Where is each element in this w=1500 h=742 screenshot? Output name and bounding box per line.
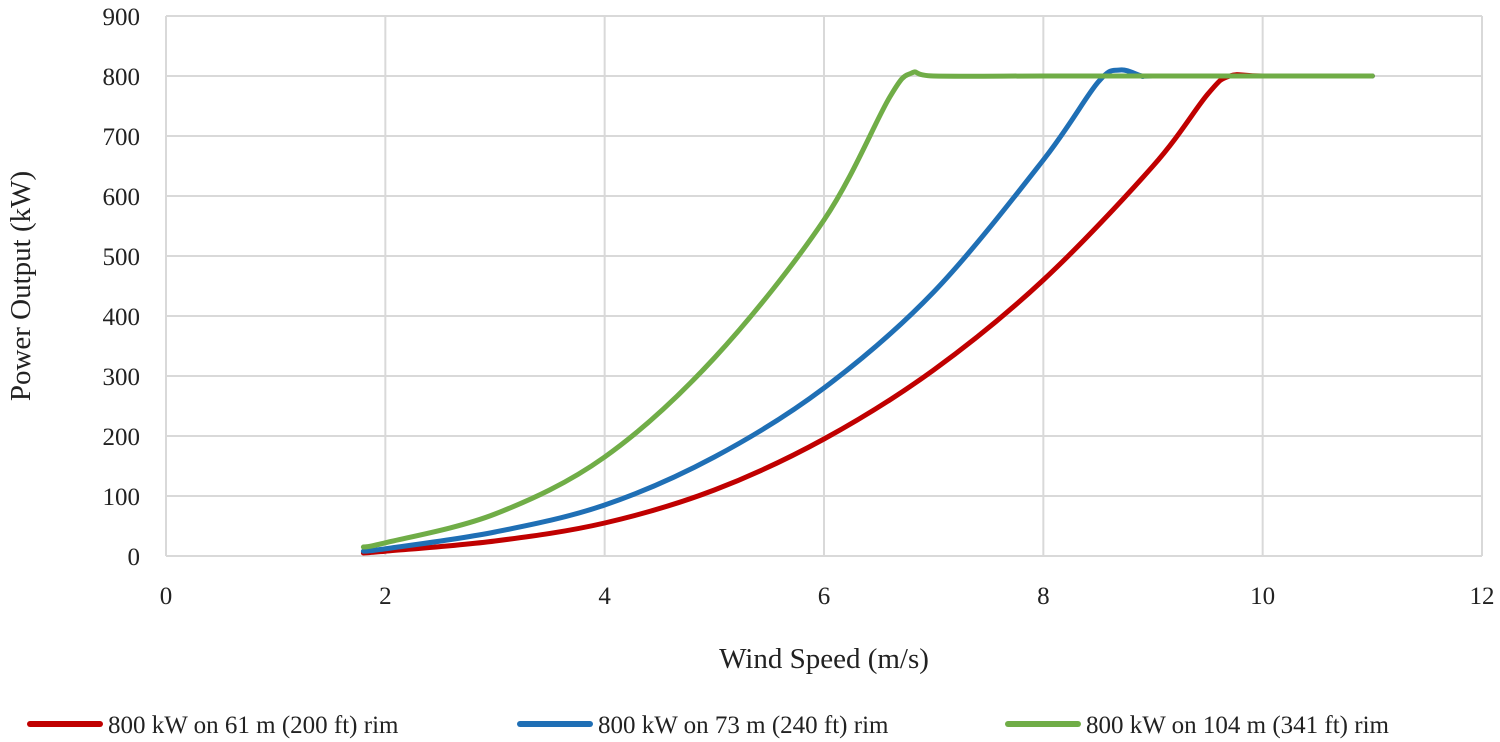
grid-lines (165, 15, 1483, 557)
x-tick-label: 12 (1470, 583, 1495, 610)
x-axis-title: Wind Speed (m/s) (719, 643, 929, 675)
y-tick-label: 800 (103, 64, 141, 91)
y-tick-label: 100 (103, 484, 141, 511)
y-tick-label: 400 (103, 304, 141, 331)
y-tick-label: 500 (103, 244, 141, 271)
x-tick-label: 8 (1037, 583, 1050, 610)
y-tick-label: 600 (103, 184, 141, 211)
y-axis-title: Power Output (kW) (5, 171, 37, 401)
y-tick-label: 700 (103, 124, 141, 151)
legend-label-2: 800 kW on 73 m (240 ft) rim (598, 712, 889, 739)
x-tick-label: 2 (379, 583, 392, 610)
y-tick-label: 300 (103, 364, 141, 391)
y-axis-ticks: 0 100 200 300 400 500 600 700 800 900 (103, 4, 141, 571)
x-tick-label: 6 (818, 583, 831, 610)
series-lines (360, 67, 1375, 556)
legend: 800 kW on 61 m (200 ft) rim 800 kW on 73 … (27, 712, 1390, 739)
x-tick-label: 0 (160, 583, 173, 610)
y-tick-label: 0 (128, 544, 141, 571)
legend-label-1: 800 kW on 61 m (200 ft) rim (108, 712, 399, 739)
x-axis-ticks: 0 2 4 6 8 10 12 (160, 583, 1495, 610)
x-tick-label: 4 (598, 583, 611, 610)
legend-label-3: 800 kW on 104 m (341 ft) rim (1086, 712, 1390, 739)
y-tick-label: 200 (103, 424, 141, 451)
x-tick-label: 10 (1250, 583, 1275, 610)
series-line-1 (360, 72, 1375, 556)
series-line-3 (360, 69, 1375, 550)
y-tick-label: 900 (103, 4, 141, 31)
